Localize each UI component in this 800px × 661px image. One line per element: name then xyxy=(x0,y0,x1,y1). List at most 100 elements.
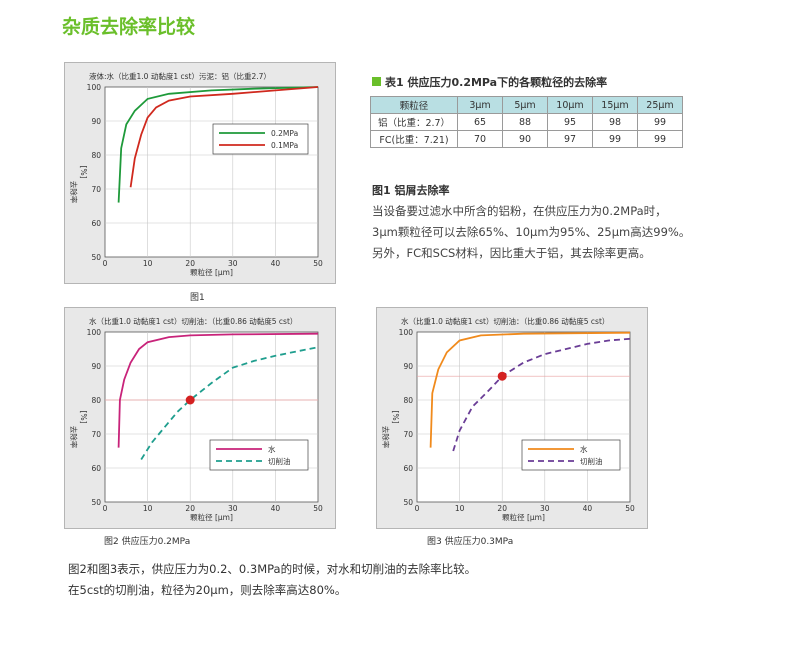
y-tick-label: 80 xyxy=(91,151,101,160)
x-tick-label: 20 xyxy=(185,504,195,513)
x-axis-label: 颗粒径 [μm] xyxy=(190,267,233,277)
chart1-svg: 液体:水（比重1.0 动黏度1 cst）污泥：铝（比重2.7） 0 10 20 30 40… xyxy=(69,71,323,277)
table-title: 表1 供应压力0.2MPa下的各颗粒径的去除率 xyxy=(372,74,607,90)
y-axis-label: 去除率 xyxy=(381,426,391,449)
plot-area xyxy=(104,86,319,258)
x-tick-label: 40 xyxy=(583,504,593,513)
note-line: 3μm颗粒径可以去除65%、10μm为95%、25μm高达99%。 xyxy=(372,225,691,239)
legend-label: 水 xyxy=(580,444,588,454)
chart-header: 液体:水（比重1.0 动黏度1 cst）污泥：铝（比重2.7） xyxy=(89,71,271,81)
y-axis-label-group: 去除率 xyxy=(381,426,391,449)
chart2-caption: 图2 供应压力0.2MPa xyxy=(104,537,191,547)
y-tick-label: 60 xyxy=(91,219,101,228)
x-tick-label: 50 xyxy=(313,504,323,513)
x-axis-label: 颗粒径 [μm] xyxy=(502,512,545,522)
table-cell: 88 xyxy=(502,113,548,131)
legend-box xyxy=(209,439,309,471)
y-tick-label: 50 xyxy=(403,498,413,507)
y-tick-label: 50 xyxy=(91,498,101,507)
table-cell: 98 xyxy=(592,113,638,131)
y-axis-unit: [%] xyxy=(79,166,88,179)
table-cell: 70 xyxy=(457,130,503,148)
table-header-cell: 3μm xyxy=(457,96,503,114)
y-axis-label-group: 去除率 xyxy=(69,426,79,449)
table-cell: 99 xyxy=(592,130,638,148)
table-cell: 99 xyxy=(637,130,683,148)
y-tick-label: 90 xyxy=(403,362,413,371)
table-row: FC(比重：7.21) 70 90 97 99 99 xyxy=(370,130,683,148)
series-line xyxy=(117,86,319,203)
chart1-caption: 图1 xyxy=(190,293,205,303)
note-line: 当设备要过滤水中所含的铝粉，在供应压力为0.2MPa时， xyxy=(372,204,667,218)
series-line xyxy=(117,332,319,448)
x-tick-label: 30 xyxy=(228,504,238,513)
y-axis-label-group: [%] xyxy=(79,411,88,424)
series-line xyxy=(429,331,631,448)
table-title-text: 表1 供应压力0.2MPa下的各颗粒径的去除率 xyxy=(385,76,608,89)
table-header-cell: 15μm xyxy=(592,96,638,114)
table-cell: 97 xyxy=(547,130,593,148)
y-axis-label-group: [%] xyxy=(391,411,400,424)
chart-header: 水（比重1.0 动黏度1 cst）切削油：（比重0.86 动黏度5 cst） xyxy=(89,316,297,326)
y-axis-unit: [%] xyxy=(391,411,400,424)
table-header-row: 颗粒径 3μm 5μm 10μm 15μm 25μm xyxy=(370,96,683,114)
table-cell: 65 xyxy=(457,113,503,131)
plot-area xyxy=(104,331,319,503)
x-tick-label: 10 xyxy=(143,259,153,268)
y-tick-label: 100 xyxy=(87,83,102,92)
y-axis-label: 去除率 xyxy=(69,426,79,449)
y-tick-label: 90 xyxy=(91,117,101,126)
plot-area xyxy=(416,331,631,503)
table-cell: 99 xyxy=(637,113,683,131)
y-axis-label-group: 去除率 xyxy=(69,181,79,204)
chart3-panel: 水（比重1.0 动黏度1 cst）切削油：（比重0.86 动黏度5 cst） 0 1… xyxy=(376,307,648,529)
x-tick-label: 0 xyxy=(103,504,108,513)
table-cell: 铝（比重：2.7） xyxy=(370,113,458,131)
x-tick-label: 20 xyxy=(185,259,195,268)
x-tick-label: 0 xyxy=(415,504,420,513)
summary-line: 图2和图3表示，供应压力为0.2、0.3MPa的时候，对水和切削油的去除率比较。 xyxy=(68,562,477,576)
y-tick-label: 100 xyxy=(87,328,102,337)
y-tick-label: 60 xyxy=(91,464,101,473)
x-tick-label: 50 xyxy=(625,504,635,513)
y-tick-label: 60 xyxy=(403,464,413,473)
note-line: 另外，FC和SCS材料，因比重大于铝，其去除率更高。 xyxy=(372,246,651,260)
table-cell: FC(比重：7.21) xyxy=(370,130,458,148)
x-tick-label: 10 xyxy=(455,504,465,513)
legend-label: 切削油 xyxy=(268,456,291,466)
note-heading: 图1 铝屑去除率 xyxy=(372,184,450,197)
table-header-cell: 颗粒径 xyxy=(370,96,458,114)
y-axis-label-group: [%] xyxy=(79,166,88,179)
y-tick-label: 70 xyxy=(91,185,101,194)
legend-box xyxy=(212,123,309,155)
x-tick-label: 40 xyxy=(271,259,281,268)
summary-line: 在5cst的切削油，粒径为20μm，则去除率高达80%。 xyxy=(68,583,347,597)
x-tick-label: 10 xyxy=(143,504,153,513)
legend-label: 水 xyxy=(268,444,276,454)
series-line xyxy=(140,346,319,460)
legend-label: 切削油 xyxy=(580,456,603,466)
x-tick-label: 50 xyxy=(313,259,323,268)
legend-box xyxy=(521,439,621,471)
y-tick-label: 70 xyxy=(91,430,101,439)
y-tick-label: 70 xyxy=(403,430,413,439)
square-bullet-icon xyxy=(372,77,381,86)
removal-rate-table: 颗粒径 3μm 5μm 10μm 15μm 25μm 铝（比重：2.7） 65 … xyxy=(370,96,683,148)
chart3-caption: 图3 供应压力0.3MPa xyxy=(427,537,514,547)
table-cell: 90 xyxy=(502,130,548,148)
x-tick-label: 30 xyxy=(228,259,238,268)
chart2-svg: 水（比重1.0 动黏度1 cst）切削油：（比重0.86 动黏度5 cst） 0 1… xyxy=(69,316,323,522)
x-tick-label: 40 xyxy=(271,504,281,513)
y-tick-label: 80 xyxy=(91,396,101,405)
y-tick-label: 80 xyxy=(403,396,413,405)
chart2-panel: 水（比重1.0 动黏度1 cst）切削油：（比重0.86 动黏度5 cst） 0 1… xyxy=(64,307,336,529)
highlight-point xyxy=(185,395,195,405)
legend-label: 0.1MPa xyxy=(271,141,298,150)
chart-header: 水（比重1.0 动黏度1 cst）切削油：（比重0.86 动黏度5 cst） xyxy=(401,316,609,326)
table-cell: 95 xyxy=(547,113,593,131)
table-header-cell: 10μm xyxy=(547,96,593,114)
y-axis-unit: [%] xyxy=(79,411,88,424)
table-header-cell: 5μm xyxy=(502,96,548,114)
legend-label: 0.2MPa xyxy=(271,129,298,138)
table-header-cell: 25μm xyxy=(637,96,683,114)
